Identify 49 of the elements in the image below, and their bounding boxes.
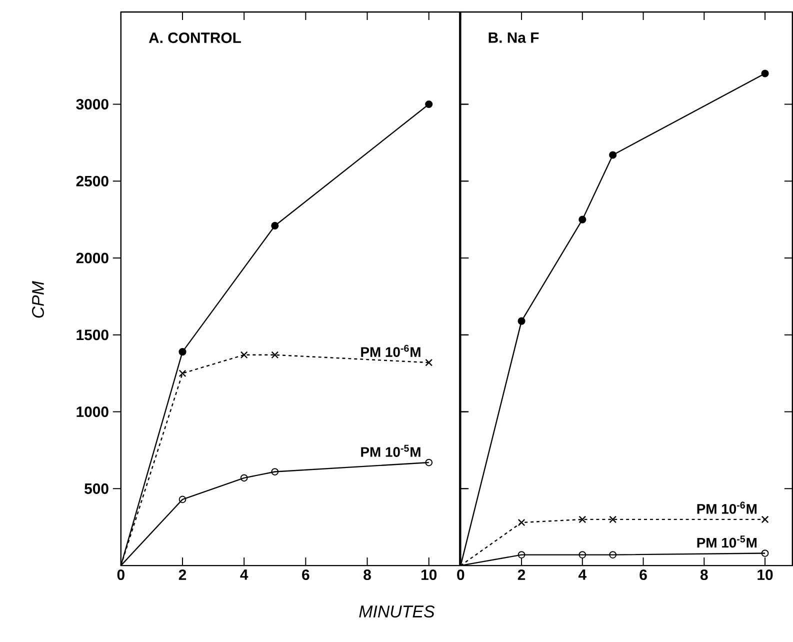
x-tick-label: 0 bbox=[117, 570, 124, 580]
x-tick-label: 6 bbox=[302, 570, 310, 580]
point bbox=[240, 351, 248, 359]
point bbox=[609, 516, 617, 524]
series-label: PM 10$^{-5}$M bbox=[697, 536, 756, 548]
x-tick-label: 2 bbox=[178, 570, 186, 580]
x-tick-label: 4 bbox=[578, 570, 586, 580]
point bbox=[761, 550, 769, 558]
point bbox=[271, 222, 279, 230]
y-tick-label: 2500 bbox=[76, 176, 108, 187]
y-tick-label: 2000 bbox=[76, 252, 108, 264]
series-label: PM 10$^{-5}$M bbox=[361, 445, 420, 458]
point bbox=[578, 516, 586, 524]
point bbox=[761, 70, 769, 78]
x-tick-label: 0 bbox=[457, 570, 464, 580]
point bbox=[578, 551, 586, 559]
x-tick-label: 8 bbox=[700, 570, 708, 580]
point bbox=[518, 318, 526, 326]
point bbox=[578, 216, 586, 224]
y-axis-title: CPM bbox=[32, 281, 44, 318]
x-tick-label: 6 bbox=[640, 570, 647, 580]
point bbox=[271, 351, 279, 359]
point bbox=[178, 496, 186, 504]
x-tick-label: 4 bbox=[240, 570, 248, 580]
x-tick-label: 10 bbox=[421, 570, 437, 580]
point bbox=[518, 551, 526, 559]
point bbox=[178, 348, 186, 356]
point bbox=[271, 468, 279, 476]
point bbox=[609, 151, 617, 160]
y-tick-label: 1000 bbox=[76, 406, 108, 418]
point bbox=[425, 359, 433, 367]
x-axis-title: MINUTES bbox=[359, 606, 435, 618]
series-label: PM 10$^{-6}$M bbox=[697, 502, 756, 514]
x-tick-label: 8 bbox=[364, 570, 371, 580]
point bbox=[761, 516, 769, 524]
point bbox=[425, 100, 433, 108]
x-tick-label: 10 bbox=[758, 570, 773, 580]
text: A. CONTROL bbox=[148, 32, 241, 44]
y-tick-label: 500 bbox=[84, 484, 108, 494]
text: B. Na F bbox=[488, 32, 539, 44]
point bbox=[518, 519, 526, 526]
y-tick-label: 1500 bbox=[76, 330, 108, 340]
series-label: PM 10$^{-6}$M bbox=[361, 345, 420, 358]
y-tick-label: 3000 bbox=[76, 99, 108, 110]
point bbox=[178, 370, 186, 378]
point bbox=[425, 459, 433, 466]
point bbox=[609, 551, 617, 559]
x-tick-label: 2 bbox=[518, 570, 526, 580]
point bbox=[240, 474, 248, 482]
